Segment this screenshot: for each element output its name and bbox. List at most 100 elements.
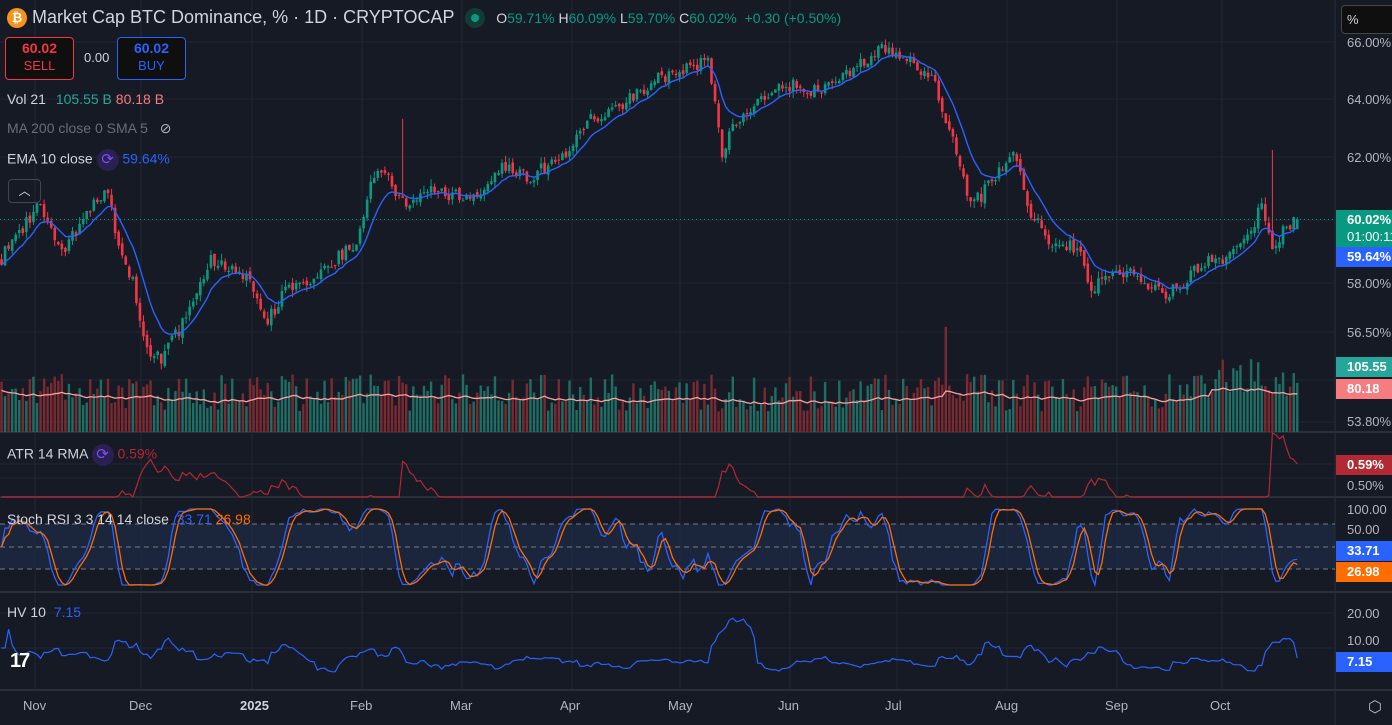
volume-bar [383, 380, 387, 432]
volume-bar [777, 400, 781, 432]
hv-legend[interactable]: HV 10 7.15 [7, 604, 81, 620]
vol-up-badge: 105.55 [1336, 357, 1392, 377]
stoch-legend[interactable]: Stoch RSI 3 3 14 14 close 33.71 26.98 [7, 511, 251, 527]
volume-bar [160, 402, 163, 432]
volume-bar [241, 393, 245, 432]
candle-body [916, 62, 919, 71]
volume-bar [337, 391, 340, 432]
volume-bar [1022, 386, 1026, 432]
volume-bar [1015, 393, 1018, 432]
volume-bar [223, 383, 227, 432]
candle-body [113, 207, 117, 234]
volume-bar [1065, 394, 1068, 432]
volume-bar [1097, 397, 1100, 432]
volume-bar [1253, 381, 1256, 432]
candle-body [21, 228, 25, 233]
candle-body [1061, 244, 1065, 247]
candle-body [763, 95, 767, 100]
candle-body [781, 85, 784, 89]
ema-label: EMA 10 close [7, 150, 93, 167]
candle-body [493, 172, 497, 183]
volume-bar [1210, 392, 1214, 432]
refresh-icon[interactable]: ⟳ [91, 444, 114, 466]
symbol-title[interactable]: Market Cap BTC Dominance, % · 1D · CRYPT… [32, 7, 455, 27]
collapse-legend-button[interactable]: ︿ [8, 179, 41, 203]
ma-legend[interactable]: MA 200 close 0 SMA 5 ⊘ [7, 120, 171, 137]
volume-bar [678, 382, 681, 432]
refresh-icon[interactable]: ⟳ [96, 149, 119, 171]
last-price: 60.02% [1347, 212, 1392, 227]
candle-body [404, 198, 408, 207]
candle-body [1111, 272, 1114, 276]
candle-body [1150, 287, 1153, 289]
volume-bar [18, 399, 21, 432]
volume-bar [188, 392, 191, 432]
candle-body [1256, 207, 1260, 229]
hidden-eye-icon[interactable]: ⊘ [159, 120, 172, 136]
volume-bar [969, 382, 972, 432]
volume-bar [557, 379, 561, 432]
candle-body [1246, 234, 1249, 241]
settings-icon[interactable]: ⬡ [1368, 699, 1382, 716]
volume-bar [344, 376, 348, 432]
volume-bar [152, 405, 156, 432]
volume-bar [710, 374, 713, 432]
volume-bar [128, 379, 131, 432]
candle-body [433, 186, 436, 193]
ema-legend[interactable]: EMA 10 close ⟳ 59.64% [7, 149, 170, 171]
volume-bar [334, 396, 337, 432]
volume-bar [802, 410, 805, 432]
candle-body [227, 270, 230, 273]
vol-legend[interactable]: Vol 21 105.55 B 80.18 B [7, 91, 164, 107]
buy-button[interactable]: 60.02 BUY [117, 37, 186, 80]
candle-body [1043, 229, 1047, 236]
candle-body [767, 97, 770, 99]
candle-body [103, 190, 106, 202]
volume-bar [926, 386, 930, 432]
volume-bar [1118, 397, 1121, 432]
atr-tick: 0.50% [1347, 478, 1384, 493]
candle-body [376, 170, 380, 178]
candle-body [1267, 222, 1271, 233]
volume-bar [685, 383, 688, 432]
candle-body [1203, 266, 1207, 268]
candle-body [401, 196, 404, 198]
candle-body [117, 231, 120, 246]
volume-bar [355, 378, 358, 432]
high-label: H [558, 10, 569, 26]
volume-bar [167, 387, 170, 432]
close-value: 60.02% [689, 10, 737, 26]
volume-bar [809, 376, 813, 432]
candle-body [1100, 277, 1104, 279]
sell-button[interactable]: 60.02 SELL [5, 37, 74, 80]
volume-bar [841, 407, 845, 432]
volume-bar [1239, 365, 1242, 432]
volume-bar [990, 390, 994, 432]
vol-label: Vol 21 [7, 91, 46, 107]
volume-bar [255, 377, 259, 432]
candle-body [554, 159, 557, 162]
candle-body [777, 83, 781, 91]
atr-legend[interactable]: ATR 14 RMA ⟳ 0.59% [7, 444, 157, 466]
candle-body [742, 113, 745, 123]
volume-bar [1136, 392, 1139, 432]
candle-body [287, 284, 291, 288]
volume-bar [1111, 385, 1114, 432]
candle-body [429, 186, 433, 193]
candle-body [1146, 283, 1150, 290]
volume-bar [724, 398, 727, 432]
candle-body [394, 184, 397, 197]
candle-body [653, 81, 656, 86]
candle-body [664, 76, 667, 83]
tradingview-logo[interactable]: 17 [10, 650, 30, 672]
scale-input[interactable]: % [1341, 5, 1392, 34]
candle-body [152, 356, 156, 359]
candle-body [234, 266, 238, 273]
candle-body [1122, 272, 1125, 278]
candle-body [1271, 230, 1274, 250]
candle-body [1196, 263, 1200, 273]
volume-bar [997, 380, 1001, 432]
hv-label: HV 10 [7, 604, 46, 620]
volume-bar [589, 377, 592, 432]
